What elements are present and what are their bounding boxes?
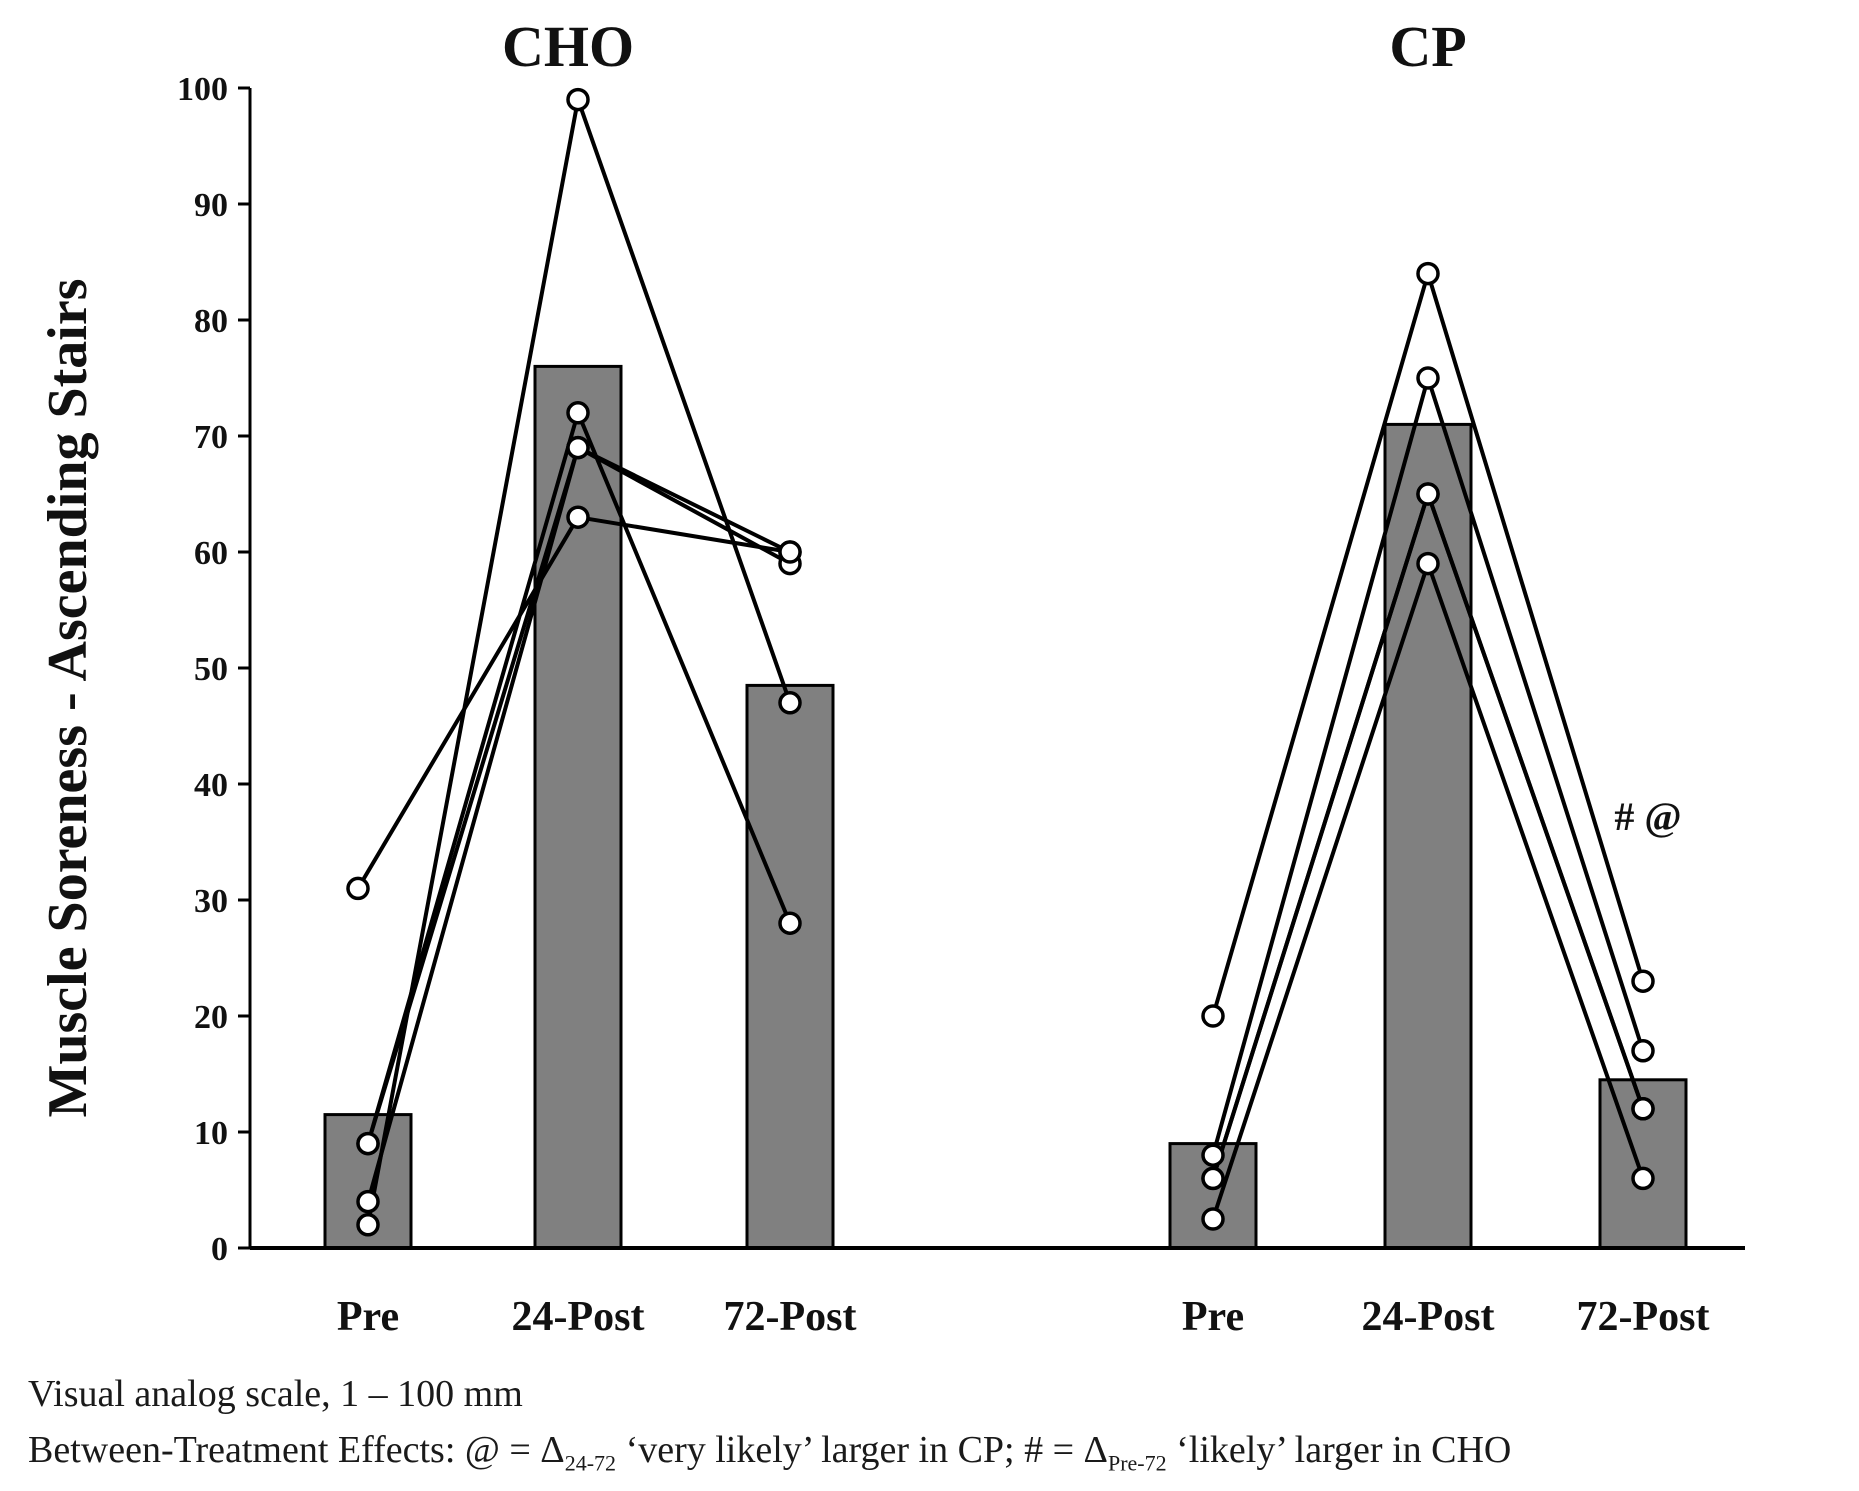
bar-cp-24-post bbox=[1383, 422, 1473, 1250]
bar-cho-24-post bbox=[533, 364, 623, 1250]
bars-layer bbox=[323, 364, 1688, 1250]
subject-points-layer bbox=[346, 87, 1655, 1237]
point-cp-s1-72-post bbox=[1631, 969, 1655, 993]
point-cp-s2-24-post bbox=[1416, 366, 1440, 390]
y-tick-label-30: 30 bbox=[194, 883, 228, 920]
footnote-effects-part-a: Between-Treatment Effects: @ = Δ bbox=[28, 1429, 565, 1471]
point-cho-s5-pre bbox=[356, 1131, 380, 1156]
bar-cho-72-post bbox=[745, 683, 835, 1250]
y-tick-label-40: 40 bbox=[194, 767, 228, 804]
x-label-cp-pre: Pre bbox=[1182, 1294, 1244, 1340]
point-cho-s3-pre bbox=[356, 1189, 380, 1214]
point-cho-s4-24-post bbox=[566, 87, 590, 112]
point-cp-s2-pre bbox=[1201, 1143, 1225, 1167]
x-label-cho-72-post: 72-Post bbox=[724, 1294, 857, 1340]
annotation-cp: # @ bbox=[1614, 794, 1681, 839]
chart: 0 10 20 30 40 50 60 70 80 90 100 Muscle Soreness - … bbox=[37, 14, 1745, 1340]
point-cho-s1-pre bbox=[346, 876, 370, 901]
point-cp-s2-72-post bbox=[1631, 1039, 1655, 1063]
footnote-effects-part-b: ‘very likely’ larger in CP; # = Δ bbox=[616, 1429, 1108, 1471]
y-tick-label-10: 10 bbox=[194, 1115, 228, 1152]
y-axis-title: Muscle Soreness - Ascending Stairs bbox=[37, 279, 99, 1118]
footnote-effects-part-c: ‘likely’ larger in CHO bbox=[1166, 1429, 1512, 1471]
point-cho-s2-72-post bbox=[778, 911, 802, 935]
point-cp-s4-pre bbox=[1201, 1207, 1225, 1231]
point-cho-s4-pre bbox=[356, 1213, 380, 1237]
point-cp-s5-pre bbox=[1201, 1166, 1225, 1191]
point-cho-s5-72-post bbox=[778, 540, 802, 564]
point-cp-s5-72-post bbox=[1631, 1097, 1655, 1121]
point-cp-s1-pre bbox=[1201, 1004, 1225, 1028]
footnote-scale: Visual analog scale, 1 – 100 mm bbox=[28, 1373, 523, 1415]
x-label-cho-pre: Pre bbox=[337, 1294, 399, 1340]
point-cho-s5-24-post bbox=[566, 435, 590, 460]
point-cp-s1-24-post bbox=[1416, 261, 1440, 286]
y-tick-label-80: 80 bbox=[194, 303, 228, 340]
y-tick-label-60: 60 bbox=[194, 535, 228, 572]
point-cp-s4-24-post bbox=[1416, 551, 1440, 576]
footnote-sub-24-72: 24-72 bbox=[564, 1450, 617, 1476]
y-tick-label-100: 100 bbox=[177, 71, 228, 108]
group-title-cp: CP bbox=[1389, 14, 1466, 79]
footnote-sub-pre-72: Pre-72 bbox=[1107, 1450, 1167, 1476]
point-cho-s2-24-post bbox=[566, 401, 590, 425]
labels-layer: 0 10 20 30 40 50 60 70 80 90 100 Muscle Soreness - … bbox=[37, 14, 1709, 1340]
x-label-cp-24-post: 24-Post bbox=[1362, 1294, 1495, 1340]
y-tick-label-90: 90 bbox=[194, 187, 228, 224]
x-label-cp-72-post: 72-Post bbox=[1577, 1294, 1710, 1340]
y-tick-label-0: 0 bbox=[211, 1231, 228, 1268]
point-cp-s4-72-post bbox=[1631, 1166, 1655, 1191]
y-tick-label-50: 50 bbox=[194, 651, 228, 688]
point-cho-s1-24-post bbox=[566, 505, 590, 529]
point-cho-s4-72-post bbox=[778, 691, 802, 715]
footnote-effects: Between-Treatment Effects: @ = Δ24-72 ‘v… bbox=[28, 1428, 1511, 1477]
y-tick-label-20: 20 bbox=[194, 999, 228, 1036]
point-cp-s5-24-post bbox=[1416, 482, 1440, 506]
x-label-cho-24-post: 24-Post bbox=[512, 1294, 645, 1340]
axes-layer bbox=[238, 86, 1745, 1250]
group-title-cho: CHO bbox=[502, 14, 634, 79]
y-tick-label-70: 70 bbox=[194, 419, 228, 456]
